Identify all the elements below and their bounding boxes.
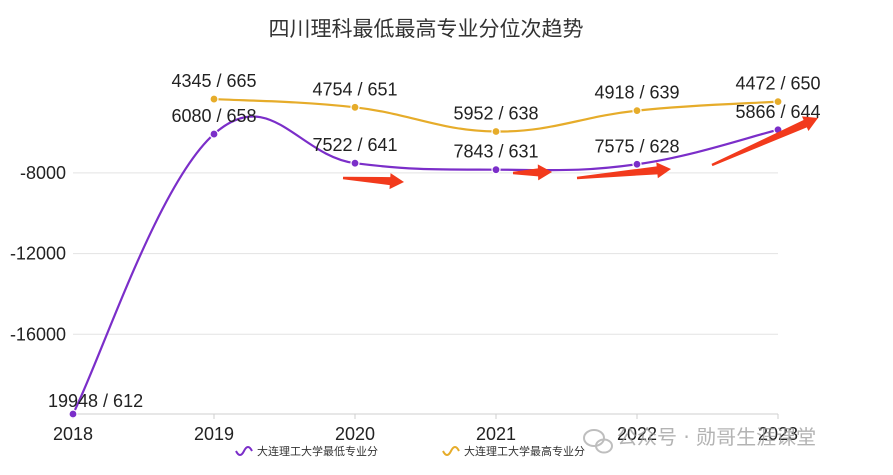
data-label: 6080 / 658 (171, 106, 256, 126)
x-tick-label: 2023 (758, 424, 798, 444)
x-axis: 2018 2019 2020 2021 2022 2023 (53, 413, 798, 444)
data-label: 4472 / 650 (735, 74, 820, 94)
chart-title: 四川理科最低最高专业分位次趋势 (269, 17, 584, 41)
y-tick-label: -8000 (20, 163, 66, 183)
legend-item-0[interactable]: 大连理工大学最低专业分 (235, 444, 378, 458)
data-label: 5866 / 644 (735, 102, 820, 122)
data-label: 7843 / 631 (453, 142, 538, 162)
data-label: 4918 / 639 (594, 83, 679, 103)
legend[interactable]: 大连理工大学最低专业分 大连理工大学最高专业分 (235, 444, 585, 458)
data-point[interactable] (209, 129, 219, 139)
trend-arrow (342, 173, 404, 190)
data-label: 5952 / 638 (453, 103, 538, 123)
trend-arrows (342, 116, 818, 190)
data-point[interactable] (632, 106, 642, 116)
wechat-icon (583, 429, 613, 454)
data-label: 7575 / 628 (594, 136, 679, 156)
watermark-text: 公众号 · 勋哥生涯课堂 (617, 425, 816, 449)
series-layer: 19948 / 612 6080 / 658 7522 / 641 7843 / 63… (48, 71, 821, 419)
legend-swatch (235, 446, 253, 456)
x-tick-label: 2018 (53, 424, 93, 444)
trend-arrow (711, 116, 818, 167)
series-1: 4345 / 665 4754 / 651 5952 / 638 4918 / 639… (171, 71, 821, 137)
x-tick-label: 2021 (476, 424, 516, 444)
y-tick-label: -12000 (10, 244, 66, 264)
data-point[interactable] (68, 409, 78, 419)
legend-item-1[interactable]: 大连理工大学最高专业分 (442, 444, 585, 458)
trend-arrow (512, 164, 552, 181)
data-point[interactable] (773, 97, 783, 107)
watermark: 公众号 · 勋哥生涯课堂 (583, 425, 816, 454)
data-label: 4345 / 665 (171, 71, 256, 91)
trend-arrow (576, 162, 671, 180)
data-point[interactable] (632, 159, 642, 169)
legend-swatch (442, 446, 460, 456)
data-point[interactable] (491, 165, 501, 175)
x-tick-label: 2022 (617, 424, 657, 444)
legend-label: 大连理工大学最高专业分 (464, 444, 585, 458)
data-point[interactable] (350, 102, 360, 112)
data-point[interactable] (491, 126, 501, 137)
data-label: 19948 / 612 (48, 391, 143, 411)
series-line (72, 115, 779, 415)
y-axis: -8000 -12000 -16000 (10, 163, 66, 344)
legend-label: 大连理工大学最低专业分 (257, 444, 378, 458)
grid-lines (73, 172, 778, 335)
data-label: 4754 / 651 (312, 79, 397, 99)
data-label: 7522 / 641 (312, 135, 397, 155)
data-point[interactable] (209, 94, 219, 104)
series-0: 19948 / 612 6080 / 658 7522 / 641 7843 / 63… (48, 102, 821, 419)
y-tick-label: -16000 (10, 324, 66, 344)
x-tick-label: 2020 (335, 424, 375, 444)
x-tick-label: 2019 (194, 424, 234, 444)
data-point[interactable] (350, 158, 360, 168)
